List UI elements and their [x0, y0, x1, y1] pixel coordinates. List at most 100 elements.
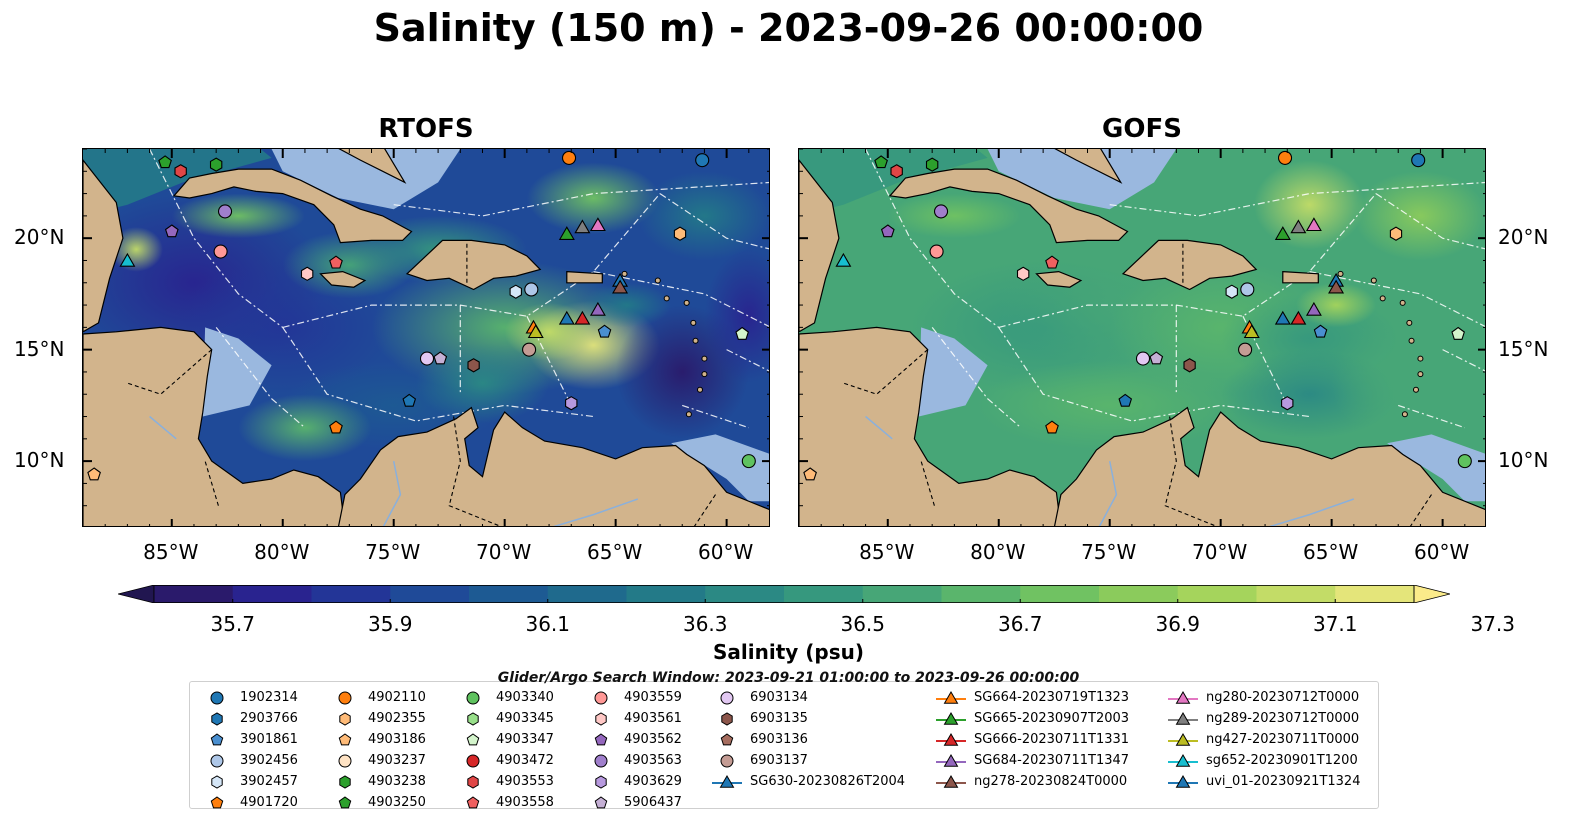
triangle-marker-icon: [1166, 752, 1200, 770]
float-marker: [835, 252, 852, 267]
legend-label: ng289-20230712T0000: [1206, 711, 1360, 726]
hexagon-marker-icon: [200, 773, 234, 791]
legend: 1902314 2903766 3901861 3902456 3902457 49017…: [189, 681, 1379, 810]
triangle-marker-icon: [934, 710, 968, 728]
float-marker: [329, 420, 343, 434]
float-marker: [925, 157, 939, 172]
legend-item: SG684-20230711T1347: [934, 750, 1129, 771]
triangle-marker-icon: [934, 689, 968, 707]
float-marker: [695, 153, 710, 168]
legend-item: 4903559: [584, 687, 682, 708]
float-marker: [612, 279, 629, 294]
legend-label: 4903559: [624, 690, 682, 705]
triangle-marker-icon: [1166, 773, 1200, 791]
legend-label: 6903137: [750, 753, 808, 768]
hexagon-marker-icon: [200, 710, 234, 728]
map-canvas: [83, 149, 769, 526]
legend-label: ng280-20230712T0000: [1206, 690, 1360, 705]
legend-item: ng427-20230711T0000: [1166, 729, 1360, 750]
float-marker: [1290, 219, 1307, 234]
circle-marker-icon: [456, 689, 490, 707]
circle-marker-icon: [328, 689, 362, 707]
float-marker: [1457, 454, 1472, 469]
legend-item: 4903561: [584, 708, 682, 729]
legend-label: 3902456: [240, 753, 298, 768]
legend-item: 4903347: [456, 729, 554, 750]
pentagon-marker-icon: [200, 794, 234, 812]
legend-label: 4903561: [624, 711, 682, 726]
legend-item: 1902314: [200, 687, 298, 708]
float-marker: [522, 342, 537, 357]
legend-label: 3902457: [240, 774, 298, 789]
legend-label: sg652-20230901T1200: [1206, 753, 1358, 768]
triangle-marker-icon: [710, 773, 744, 791]
figure-title: Salinity (150 m) - 2023-09-26 00:00:00: [373, 6, 1204, 50]
circle-marker-icon: [328, 752, 362, 770]
y-tick-label: 10°N: [1498, 448, 1549, 473]
float-marker: [174, 164, 187, 179]
legend-label: 4903340: [496, 690, 554, 705]
legend-label: 4903237: [368, 753, 426, 768]
float-marker: [1411, 153, 1426, 168]
x-tick-label: 65°W: [1303, 540, 1359, 564]
float-marker: [1225, 284, 1238, 299]
legend-item: ng289-20230712T0000: [1166, 708, 1360, 729]
x-tick-label: 65°W: [587, 540, 643, 564]
legend-label: 1902314: [240, 690, 298, 705]
legend-item: 4903558: [456, 792, 554, 813]
float-marker: [1451, 326, 1465, 340]
x-tick-label: 85°W: [143, 540, 199, 564]
float-marker: [402, 393, 417, 407]
legend-item: sg652-20230901T1200: [1166, 750, 1360, 771]
float-marker: [119, 252, 136, 267]
legend-label: 4903238: [368, 774, 426, 789]
pentagon-marker-icon: [710, 731, 744, 749]
float-marker: [741, 454, 756, 469]
float-marker: [509, 284, 522, 299]
legend-label: SG665-20230907T2003: [974, 711, 1130, 726]
legend-label: uvi_01-20230921T1324: [1206, 774, 1361, 789]
float-marker: [1045, 255, 1059, 269]
float-marker: [1243, 324, 1260, 339]
legend-item: 4903629: [584, 771, 682, 792]
legend-item: 4902110: [328, 687, 426, 708]
circle-marker-icon: [456, 752, 490, 770]
map-panel-gofs: [798, 148, 1486, 527]
colorbar-tick-label: 35.7: [210, 612, 256, 636]
y-tick-label: 20°N: [1498, 225, 1549, 250]
legend-item: 6903137: [710, 750, 905, 771]
triangle-marker-icon: [934, 731, 968, 749]
legend-column: 6903134 6903135 6903136 6903137 SG630-202308…: [710, 687, 905, 792]
float-marker: [1118, 393, 1133, 407]
float-marker: [1238, 342, 1253, 357]
float-marker: [574, 310, 591, 325]
triangle-marker-icon: [1166, 710, 1200, 728]
circle-marker-icon: [200, 752, 234, 770]
float-marker: [565, 396, 578, 411]
legend-label: SG666-20230711T1331: [974, 732, 1130, 747]
float-marker: [217, 204, 233, 219]
float-marker: [213, 244, 228, 259]
legend-item: 2903766: [200, 708, 298, 729]
float-marker: [467, 358, 480, 373]
legend-label: 4903347: [496, 732, 554, 747]
hexagon-marker-icon: [584, 773, 618, 791]
circle-marker-icon: [710, 752, 744, 770]
float-marker: [735, 326, 749, 340]
float-marker: [933, 204, 949, 219]
float-marker: [597, 324, 612, 338]
y-tick-label: 15°N: [14, 336, 65, 361]
colorbar-tick-label: 35.9: [367, 612, 413, 636]
legend-column: 4903559 4903561 4903562 4903563 4903629 59064…: [584, 687, 682, 813]
legend-label: 4903558: [496, 795, 554, 810]
legend-item: 6903134: [710, 687, 905, 708]
legend-item: SG664-20230719T1323: [934, 687, 1129, 708]
triangle-marker-icon: [1166, 689, 1200, 707]
legend-item: 4901720: [200, 792, 298, 813]
float-marker: [87, 467, 101, 481]
legend-item: 3902456: [200, 750, 298, 771]
y-tick-label: 20°N: [14, 225, 65, 250]
float-marker: [558, 226, 575, 240]
triangle-marker-icon: [1166, 731, 1200, 749]
triangle-marker-icon: [934, 752, 968, 770]
